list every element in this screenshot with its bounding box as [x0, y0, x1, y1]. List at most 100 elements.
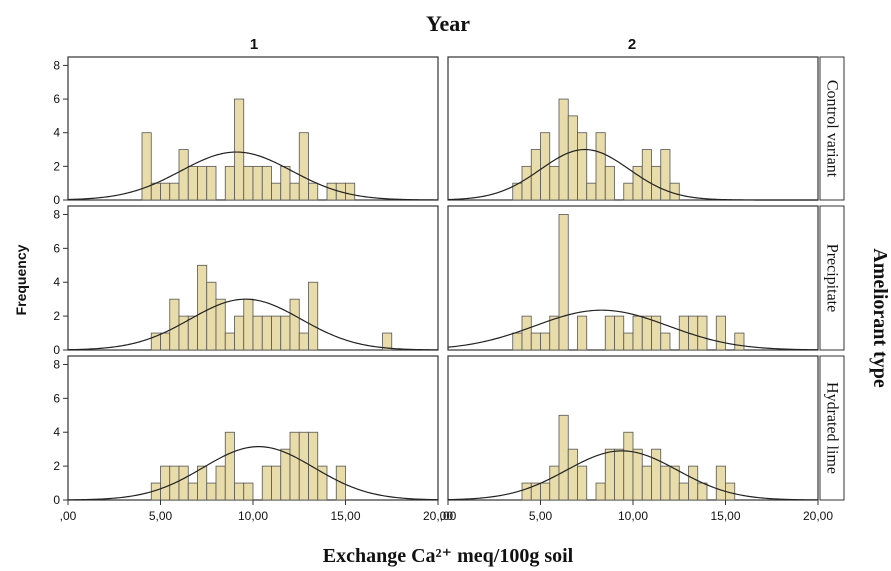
y-tick-label-row-1-3: 6: [53, 241, 60, 255]
panel-precipitate-year-2-bar-0: [512, 332, 523, 351]
panel-precipitate-year-2-bar-10: [632, 315, 643, 351]
panel-precipitate-year-1-bar-10: [243, 298, 254, 351]
panel-hydrated-lime-year-1-bar-3: [178, 465, 189, 501]
panel-hydrated-lime-year-2-bar-5: [567, 448, 578, 501]
panel-hydrated-lime-year-1-frame: [67, 355, 439, 501]
panel-precipitate-year-2-bar-8: [614, 315, 625, 351]
row-label-control-variant: Control variant: [824, 80, 841, 178]
panel-control-variant-year-1-bar-14: [280, 165, 291, 201]
y-tick-label-row-0-4: 8: [53, 58, 60, 72]
y-tick-label-row-0-1: 2: [53, 159, 60, 173]
panel-hydrated-lime-year-2-bar-6: [577, 465, 588, 501]
panel-precipitate-year-1-bar-1: [160, 332, 171, 351]
panel-hydrated-lime-year-1: [67, 355, 439, 501]
panels-layer: [67, 56, 819, 501]
panel-control-variant-year-1-bar-17: [308, 182, 319, 201]
panel-precipitate-year-1-bar-13: [271, 315, 282, 351]
panel-hydrated-lime-year-1-bar-17: [317, 465, 328, 501]
chart-title: Year: [426, 11, 470, 36]
column-label-year-2: 2: [628, 36, 636, 53]
x-tick-label-col-1-0: ,00: [440, 509, 457, 523]
y-axis-label: Frequency: [13, 244, 29, 315]
panel-control-variant-year-2-bar-6: [567, 115, 578, 201]
panel-precipitate-year-2-normal-curve: [447, 309, 819, 351]
panel-precipitate-year-1-bar-18: [382, 332, 393, 351]
y-tick-label-row-2-2: 4: [53, 425, 60, 439]
panel-precipitate-year-1-bar-8: [224, 332, 235, 351]
panel-control-variant-year-1-bar-3: [169, 182, 180, 201]
panel-precipitate-year-2-bar-7: [604, 315, 615, 351]
panel-control-variant-year-2-bar-14: [651, 165, 662, 201]
panel-hydrated-lime-year-2-bar-15: [669, 465, 680, 501]
panel-control-variant-year-1-bar-11: [252, 165, 263, 201]
row-strip-box-2: [819, 355, 845, 501]
panel-hydrated-lime-year-1-bar-11: [261, 465, 272, 501]
panel-hydrated-lime-year-1-bar-14: [289, 431, 300, 501]
panel-hydrated-lime-year-1-bar-9: [234, 482, 245, 501]
panel-hydrated-lime-year-2-bar-2: [540, 482, 551, 501]
panel-precipitate-year-1-bar-6: [206, 281, 217, 351]
panel-precipitate-year-2-bar-1: [521, 315, 532, 351]
panel-precipitate-year-1-bar-4: [187, 315, 198, 351]
panel-control-variant-year-2-bar-10: [604, 165, 615, 201]
panel-precipitate-year-1-bar-5: [197, 264, 208, 351]
y-tick-label-row-0-2: 4: [53, 126, 60, 140]
panel-control-variant-year-2-bar-15: [660, 149, 671, 201]
panel-control-variant-year-1-bar-6: [197, 165, 208, 201]
panel-precipitate-year-1-normal-curve: [67, 298, 439, 351]
panel-precipitate-year-2-bar-18: [734, 332, 745, 351]
panel-precipitate-year-1-bar-2: [169, 298, 180, 351]
panel-control-variant-year-1-bar-8: [224, 165, 235, 201]
y-tick-label-row-2-1: 2: [53, 459, 60, 473]
panel-hydrated-lime-year-1-bar-7: [215, 465, 226, 501]
panel-precipitate-year-2: [447, 205, 819, 351]
panel-precipitate-year-2-bar-2: [530, 332, 541, 351]
panel-hydrated-lime-year-2-bar-18: [697, 482, 708, 501]
panel-precipitate-year-1-bar-17: [308, 281, 319, 351]
panel-control-variant-year-1-bar-12: [261, 165, 272, 201]
row-strip-box-0: [819, 56, 845, 201]
y-tick-label-row-2-3: 6: [53, 391, 60, 405]
row-strip-labels: Control variant Precipitate Hydrated lime: [819, 56, 845, 501]
panel-control-variant-year-1-bar-7: [206, 165, 217, 201]
panel-precipitate-year-2-bar-5: [558, 214, 569, 351]
panel-control-variant-year-2-bar-12: [632, 165, 643, 201]
panel-hydrated-lime-year-1-bar-15: [298, 431, 309, 501]
panel-control-variant-year-1-bar-15: [289, 182, 300, 201]
panel-control-variant-year-1-bar-4: [178, 149, 189, 201]
y-tick-label-row-2-0: 0: [53, 493, 60, 507]
panel-hydrated-lime-year-2-bar-3: [549, 465, 560, 501]
panel-hydrated-lime-year-2-bar-10: [623, 431, 634, 501]
panel-control-variant-year-1-bar-0: [141, 132, 152, 201]
y-tick-label-row-1-1: 2: [53, 309, 60, 323]
panel-precipitate-year-2-bar-4: [549, 315, 560, 351]
panel-hydrated-lime-year-1-normal-curve: [67, 446, 439, 501]
panel-hydrated-lime-year-2-bar-14: [660, 465, 671, 501]
panel-hydrated-lime-year-2-bar-13: [651, 448, 662, 501]
panel-control-variant-year-1-bar-13: [271, 182, 282, 201]
y-tick-label-row-0-3: 6: [53, 92, 60, 106]
panel-hydrated-lime-year-2-bar-4: [558, 414, 569, 501]
panel-control-variant-year-2-normal-curve: [447, 148, 818, 201]
panel-control-variant-year-2-bar-11: [623, 182, 634, 201]
x-tick-label-col-0-2: 10,00: [238, 509, 268, 523]
panel-hydrated-lime-year-1-bar-18: [335, 465, 346, 501]
x-axis-label: Exchange Ca²⁺ meq/100g soil: [323, 545, 574, 567]
panel-hydrated-lime-year-1-bar-5: [197, 465, 208, 501]
panel-control-variant-year-1-bar-18: [326, 182, 337, 201]
panel-hydrated-lime-year-2-bar-19: [715, 465, 726, 501]
panel-control-variant-year-1-bar-9: [234, 98, 245, 201]
panel-control-variant-year-1-bar-1: [150, 182, 161, 201]
panel-hydrated-lime-year-2-bar-7: [595, 482, 606, 501]
x-tick-label-col-0-4: 20,00: [423, 509, 453, 523]
panel-control-variant-year-2: [447, 56, 819, 201]
panel-control-variant-year-2-bar-16: [669, 182, 680, 201]
panel-hydrated-lime-year-1-bar-16: [308, 431, 319, 501]
panel-hydrated-lime-year-2-bar-12: [641, 465, 652, 501]
panel-control-variant-year-1: [67, 56, 439, 201]
panel-hydrated-lime-year-1-bar-13: [280, 448, 291, 501]
panel-precipitate-year-1-bar-9: [234, 315, 245, 351]
row-label-precipitate: Precipitate: [824, 244, 841, 312]
